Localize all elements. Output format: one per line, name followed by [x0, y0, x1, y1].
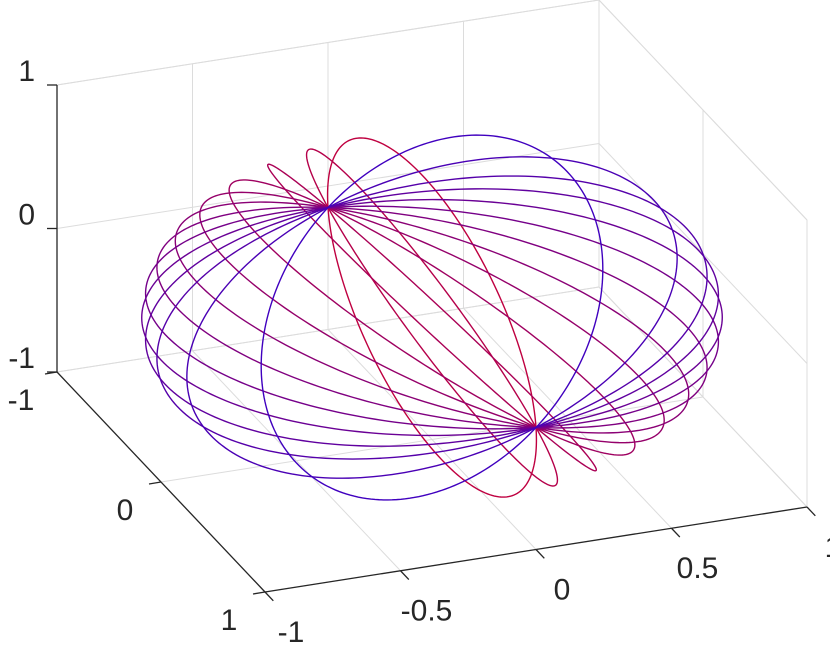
- z-tick-label: 0: [18, 198, 35, 231]
- x-tick-mark: [806, 506, 816, 517]
- series-curve: [144, 205, 720, 430]
- x-tick-label: 0: [554, 573, 571, 606]
- x-tick-mark: [671, 527, 681, 538]
- x-tick-mark: [400, 570, 410, 580]
- y-tick-mark: [148, 481, 162, 485]
- y-tick-label: 0: [117, 494, 134, 527]
- series-curve: [260, 134, 604, 501]
- z-tick-label: 1: [18, 55, 35, 88]
- curves-layer: [141, 134, 723, 501]
- grid-line-floor-y: [160, 396, 704, 483]
- grid-line-back-z: [56, 286, 600, 373]
- series-curve: [326, 137, 538, 498]
- y-tick-label: 1: [221, 604, 238, 637]
- z-tick-label: -1: [8, 342, 35, 375]
- ticks-layer: -1 -0.5 0 0.5 1 -1 0 1 -1 0 1: [8, 55, 830, 646]
- x-tick-label: 1: [825, 531, 830, 564]
- series-curve: [174, 201, 690, 434]
- x-tick-mark: [264, 591, 274, 602]
- series-curve: [186, 156, 678, 479]
- series-curve: [199, 191, 665, 444]
- x-tick-mark: [535, 549, 545, 559]
- series-curve: [141, 198, 723, 437]
- x-tick-label: -1: [278, 616, 305, 646]
- y-tick-mark: [252, 591, 266, 595]
- box-edge-top-back: [56, 0, 600, 86]
- x-tick-label: -0.5: [401, 595, 453, 628]
- y-tick-label: -1: [8, 384, 35, 417]
- box-edge-top-right: [598, 0, 808, 221]
- series-curve: [228, 179, 636, 456]
- x-tick-label: 0.5: [677, 552, 719, 585]
